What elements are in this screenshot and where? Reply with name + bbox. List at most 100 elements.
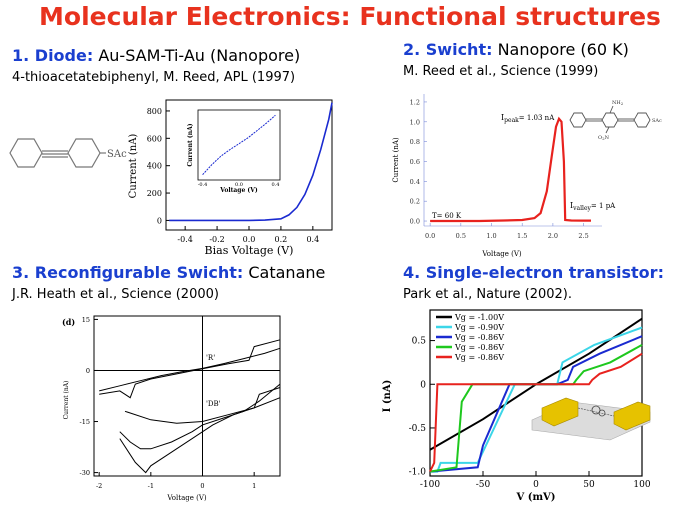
catenane-switch-chart: 15 0 -15 -30 -2 -1 0 1 (d) 'R' 'DB' Voltage (V)…	[62, 315, 281, 502]
peak-annotation: Ipeak= 1.03 nA	[501, 113, 555, 124]
y-tick-label: 0	[157, 216, 162, 225]
section-1-heading: 1. Diode: Au-SAM-Ti-Au (Nanopore)	[12, 46, 300, 65]
x-axis-label: Voltage (V)	[481, 250, 521, 258]
y-axis-label: Current (nA)	[63, 381, 70, 420]
x-tick-label: 1.0	[486, 232, 496, 240]
x-tick-label: -100	[420, 480, 440, 490]
x-tick-label: 0.2	[275, 235, 288, 244]
section-1-title: Au-SAM-Ti-Au (Nanopore)	[93, 46, 301, 65]
y-tick-label: -30	[80, 469, 90, 477]
section-4-citation: Park et al., Nature (2002).	[403, 287, 573, 302]
x-tick-label: 0	[533, 480, 539, 490]
db-annotation: 'DB'	[206, 400, 221, 408]
y-axis-label: I (nA)	[382, 380, 393, 413]
benzene-ring-2	[67, 138, 101, 168]
molecule-label-sac: SAc	[652, 118, 662, 124]
set-iv-chart: 0.50-0.5-1.0-100 -50 0 50 100 Vg = -1.00VVg …	[382, 309, 651, 503]
hysteresis-curve-4	[124, 397, 281, 424]
x-tick-label: 1	[252, 482, 256, 490]
x-tick-label: -2	[96, 482, 102, 490]
inset-x-label: Voltage (V)	[219, 187, 258, 194]
section-3-title: Catanane	[243, 263, 326, 282]
diode-molecule-figure: SAc	[9, 138, 127, 168]
x-tick-label: 0.5	[456, 232, 466, 240]
legend-label: Vg = -1.00V	[454, 313, 504, 322]
plot-frame	[93, 315, 281, 477]
section-3-citation: J.R. Heath et al., Science (2000)	[12, 287, 219, 302]
hysteresis-curve-1	[99, 339, 281, 399]
series-line-4	[429, 352, 643, 473]
switch-curve	[430, 116, 591, 223]
y-tick-label: 1.0	[410, 118, 420, 126]
inset-iv-curve	[202, 114, 276, 176]
panel-label: (d)	[62, 317, 75, 327]
y-tick-label: 200	[147, 189, 162, 198]
y-tick-label: 0.2	[410, 198, 420, 206]
section-2-title: Nanopore (60 K)	[492, 40, 629, 59]
x-tick-label: 1.5	[517, 232, 527, 240]
device-inset	[531, 397, 651, 441]
y-tick-label: 0.4	[410, 178, 420, 186]
x-tick-label: 50	[583, 480, 595, 490]
inset-x-tick-label: -0.4	[198, 182, 208, 188]
inset-x-tick-label: 0.0	[235, 182, 243, 188]
diode-iv-chart: 0 200 400 600 800 -0.4 -0.2 0.0 0.2 0.4 -0.4 0.0 0.…	[128, 99, 333, 257]
temperature-annotation: T= 60 K	[432, 212, 462, 220]
y-tick-label: 0.5	[412, 337, 427, 347]
y-tick-label: 600	[147, 134, 162, 143]
section-3-heading: 3. Reconfigurable Swicht: Catanane	[12, 263, 325, 282]
y-tick-label: 0.8	[410, 138, 420, 146]
y-tick-label: 0.6	[410, 158, 420, 166]
x-axis-label: V (mV)	[515, 492, 555, 503]
section-4-number: 4. Single-electron transistor:	[403, 263, 664, 282]
y-tick-label: -1.0	[409, 468, 427, 478]
x-tick-label: 0.0	[243, 235, 256, 244]
section-2-number: 2. Swicht:	[403, 40, 493, 59]
y-tick-label: -0.5	[409, 424, 427, 434]
section-1-citation: 4-thioacetatebiphenyl, M. Reed, APL (199…	[12, 70, 296, 85]
inset-x-tick-label: 0.4	[271, 182, 279, 188]
y-tick-label: 1.2	[410, 98, 420, 106]
section-1-number: 1. Diode:	[12, 46, 94, 65]
y-tick-label: 0.0	[410, 218, 420, 226]
y-tick-label: 800	[147, 107, 162, 116]
molecule-label-sac: SAc	[107, 149, 127, 160]
r-annotation: 'R'	[206, 354, 215, 362]
x-tick-label: -0.2	[209, 235, 224, 244]
hysteresis-curve-0	[99, 347, 281, 392]
inset-frame	[197, 109, 281, 181]
x-axis-label: Bias Voltage (V)	[205, 244, 294, 257]
x-axis-label: Voltage (V)	[166, 494, 206, 502]
section-2-citation: M. Reed et al., Science (1999)	[403, 64, 599, 79]
section-2-heading: 2. Swicht: Nanopore (60 K)	[403, 40, 629, 59]
benzene-ring-1	[9, 138, 43, 168]
y-tick-label: 400	[147, 162, 162, 171]
x-tick-label: -50	[476, 480, 491, 490]
y-tick-label: 15	[82, 316, 90, 324]
diode-iv-curve	[169, 102, 333, 222]
inset-y-label: Current (nA)	[187, 123, 194, 166]
slide-title: Molecular Electronics: Functional struct…	[39, 2, 661, 31]
section-4-heading: 4. Single-electron transistor:	[403, 263, 664, 282]
hysteresis-curve-3	[119, 387, 281, 474]
legend-label: Vg = -0.86V	[454, 343, 504, 352]
x-tick-label: 0.4	[306, 235, 319, 244]
molecule-label-no2: O2N	[598, 135, 610, 141]
molecule-label-nh2: NH2	[612, 100, 624, 106]
y-axis-label: Current (nA)	[128, 134, 139, 199]
x-tick-label: 2.0	[548, 232, 558, 240]
x-tick-label: 2.5	[578, 232, 588, 240]
legend-label: Vg = -0.86V	[454, 353, 504, 362]
y-axis-label: Current (nA)	[392, 137, 400, 183]
y-tick-label: 0	[86, 367, 90, 375]
legend-label: Vg = -0.90V	[454, 323, 504, 332]
legend-label: Vg = -0.86V	[454, 333, 504, 342]
valley-annotation: Ivalley= 1 pA	[570, 201, 616, 212]
hysteresis-curve-2	[119, 383, 281, 450]
section-3-number: 3. Reconfigurable Swicht:	[12, 263, 244, 282]
x-tick-label: -1	[148, 482, 154, 490]
y-tick-label: -15	[80, 418, 90, 426]
x-tick-label: -0.4	[177, 235, 192, 244]
x-tick-label: 0.0	[425, 232, 435, 240]
nanopore-switch-chart: 0.00.20.40.60.81.01.20.0 0.5 1.0 1.5 2.0 2.5 …	[392, 94, 662, 258]
